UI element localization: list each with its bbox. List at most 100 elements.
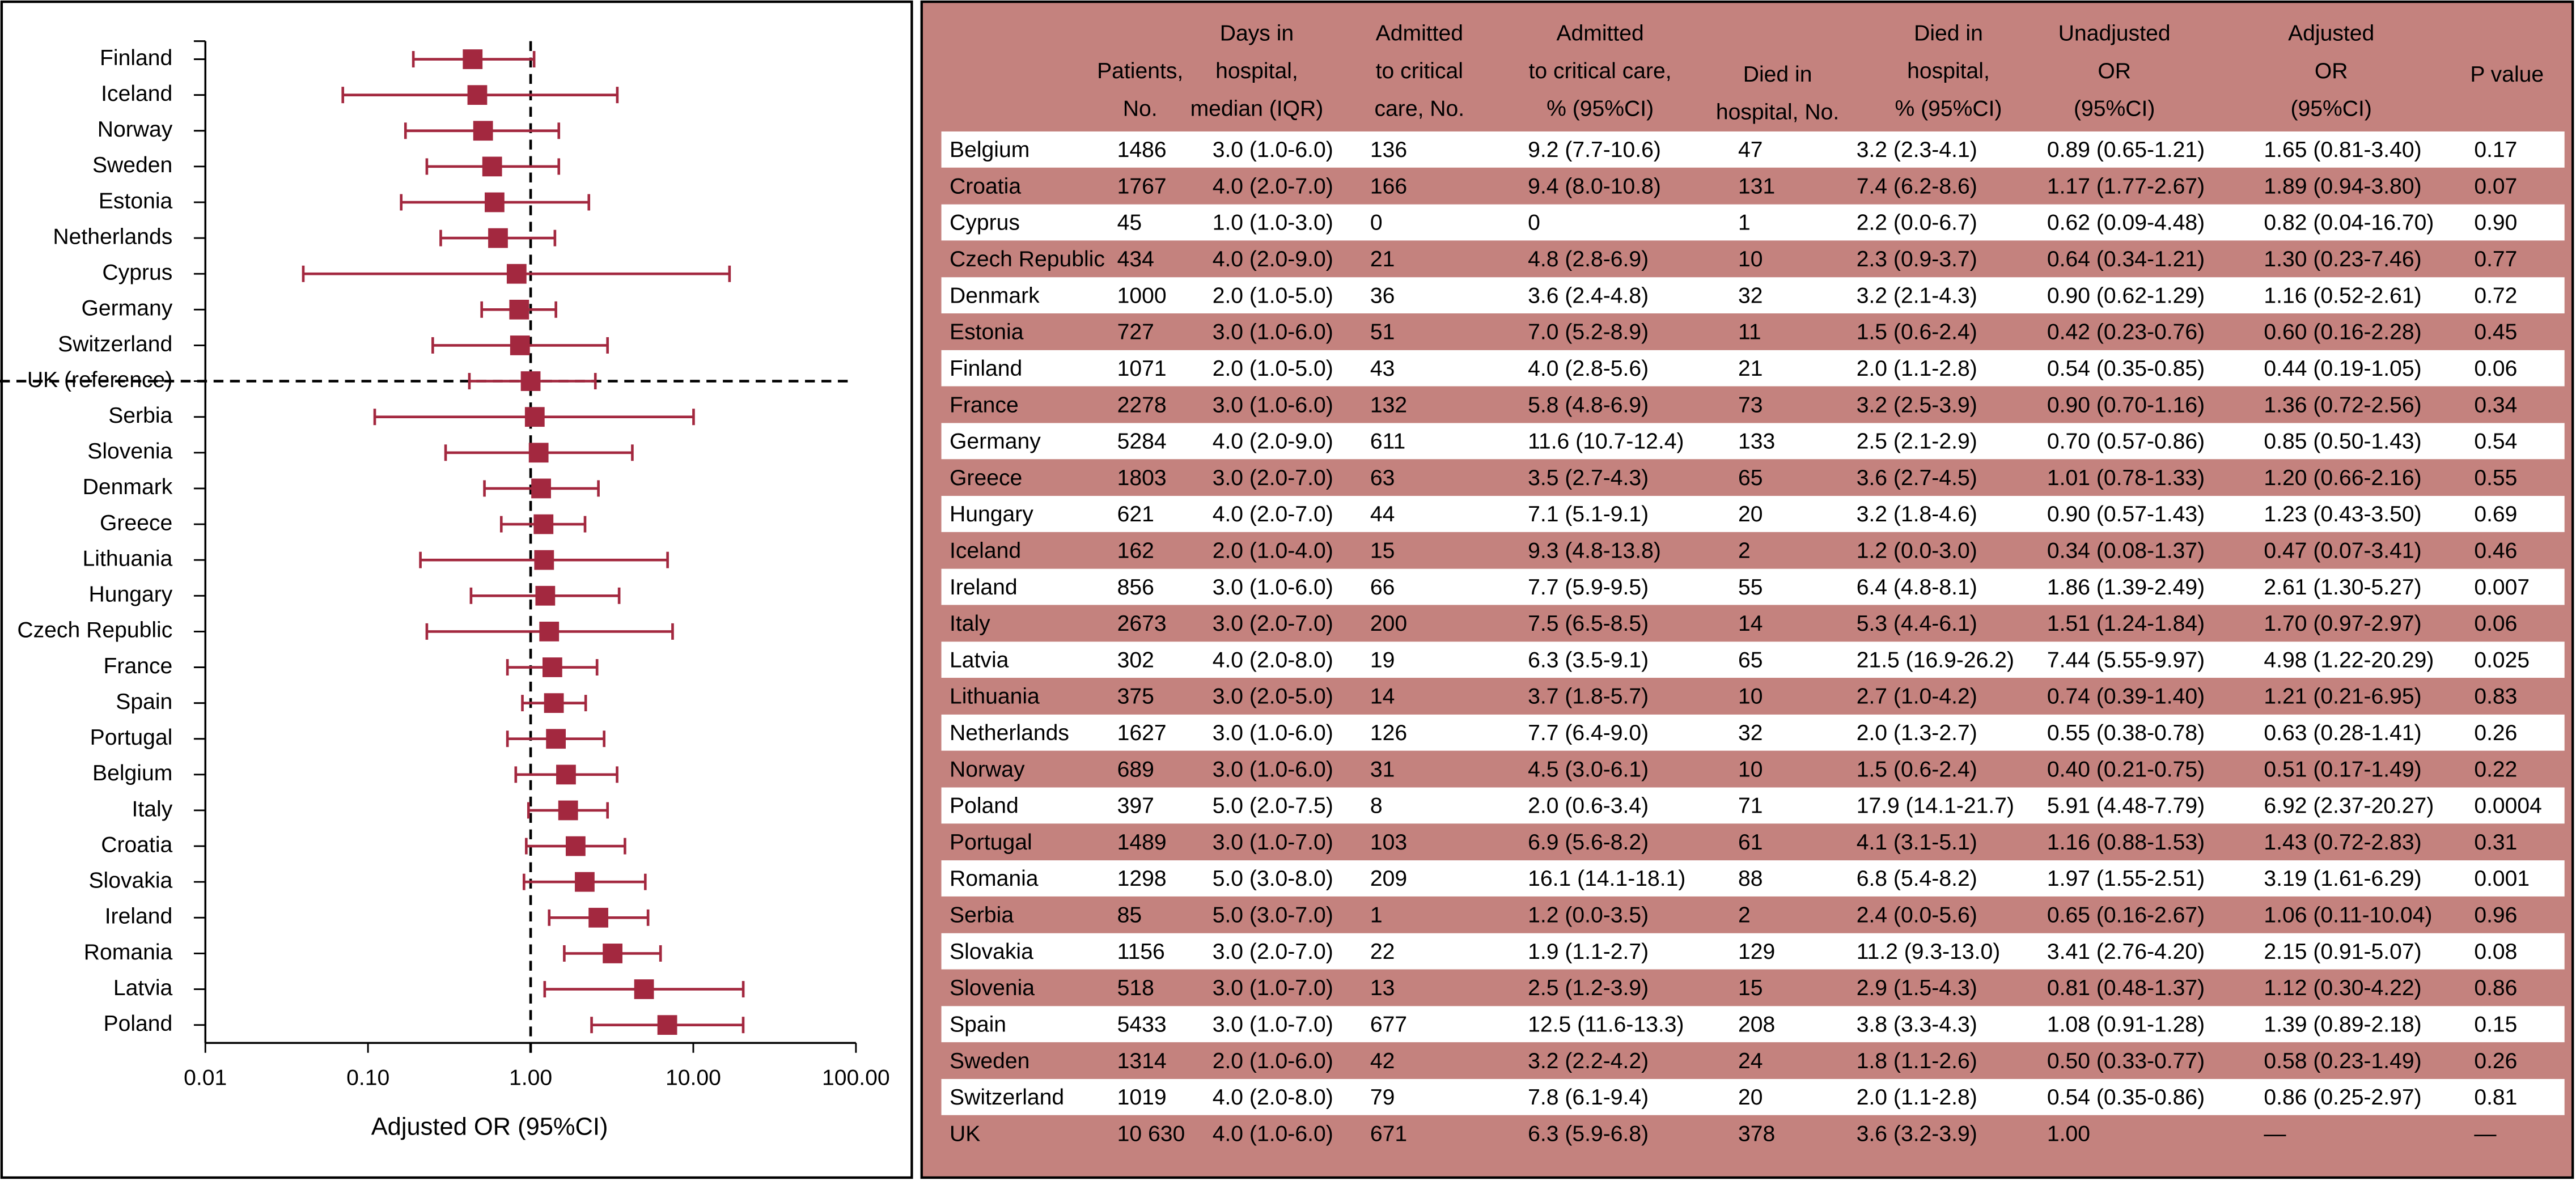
table-cell: 21	[1370, 247, 1395, 271]
table-cell: 133	[1738, 430, 1775, 454]
table-cell: 1.97 (1.55-2.51)	[2047, 866, 2205, 891]
table-cell: 1767	[1117, 174, 1167, 198]
row-header: Latvia	[950, 648, 1009, 672]
table-cell: 126	[1370, 721, 1407, 745]
table-cell: 209	[1370, 866, 1407, 891]
table-cell: 4.0 (2.0-8.0)	[1213, 1085, 1333, 1110]
table-cell: 1.5 (0.6-2.4)	[1857, 757, 1977, 781]
table-cell: 4.0 (2.0-9.0)	[1213, 430, 1333, 454]
table-cell: 2.0 (1.0-4.0)	[1213, 538, 1333, 563]
table-cell: 1	[1370, 903, 1383, 928]
table-cell: 1.51 (1.24-1.84)	[2047, 611, 2205, 636]
y-tick-label: Slovakia	[88, 869, 172, 893]
table-cell: 0.54	[2474, 430, 2517, 454]
table-cell: 3.0 (1.0-6.0)	[1213, 138, 1333, 162]
table-cell: 43	[1370, 356, 1395, 381]
plot-panel	[0, 0, 913, 1179]
y-tick-label: Poland	[104, 1012, 173, 1036]
table-cell: 5284	[1117, 430, 1167, 454]
table-cell: 2.15 (0.91-5.07)	[2264, 940, 2421, 964]
x-axis-label: Adjusted OR (95%CI)	[371, 1114, 608, 1141]
column-header: hospital, No.	[1716, 100, 1839, 124]
table-cell: 0.96	[2474, 903, 2517, 928]
table-cell: 7.5 (6.5-8.5)	[1528, 611, 1649, 636]
x-tick-label: 100.00	[822, 1065, 890, 1090]
table-cell: 4.0 (2.0-9.0)	[1213, 247, 1333, 271]
table-cell: 1489	[1117, 830, 1167, 855]
table-cell: 3.6 (3.2-3.9)	[1857, 1121, 1977, 1146]
table-cell: 2.5 (2.1-2.9)	[1857, 430, 1977, 454]
table-cell: 6.9 (5.6-8.2)	[1528, 830, 1649, 855]
table-cell: 3.0 (1.0-7.0)	[1213, 830, 1333, 855]
table-cell: 0.54 (0.35-0.86)	[2047, 1085, 2205, 1110]
table-cell: 1.17 (1.77-2.67)	[2047, 174, 2205, 198]
table-cell: 0.001	[2474, 866, 2530, 891]
table-cell: 0	[1528, 211, 1540, 235]
table-cell: 1.89 (0.94-3.80)	[2264, 174, 2421, 198]
row-band	[941, 1078, 2565, 1115]
y-tick-label: Estonia	[99, 189, 173, 213]
table-cell: 65	[1738, 466, 1763, 490]
table-cell: 17.9 (14.1-21.7)	[1857, 794, 2014, 818]
table-cell: 7.7 (5.9-9.5)	[1528, 575, 1649, 600]
row-header: France	[950, 393, 1019, 417]
table-cell: 3.8 (3.3-4.3)	[1857, 1012, 1977, 1036]
point-estimate	[657, 1015, 677, 1035]
table-cell: 1298	[1117, 866, 1167, 891]
y-tick-label: Iceland	[101, 82, 172, 106]
table-cell: 166	[1370, 174, 1407, 198]
table-cell: 3.0 (1.0-7.0)	[1213, 1012, 1333, 1036]
y-tick-label: Slovenia	[87, 439, 172, 464]
row-header: Serbia	[950, 903, 1014, 928]
table-cell: 9.3 (4.8-13.8)	[1528, 538, 1661, 563]
point-estimate	[542, 657, 562, 677]
table-cell: 0.85 (0.50-1.43)	[2264, 430, 2421, 454]
y-tick-label: Germany	[81, 296, 172, 321]
y-tick-label: Belgium	[92, 761, 172, 785]
table-cell: 6.92 (2.37-20.27)	[2264, 794, 2434, 818]
table-cell: 8	[1370, 794, 1383, 818]
y-tick-label: Netherlands	[53, 224, 172, 249]
table-cell: 0	[1370, 211, 1383, 235]
table-cell: 0.90 (0.57-1.43)	[2047, 502, 2205, 526]
y-tick-label: Sweden	[92, 153, 172, 177]
column-header: P value	[2470, 62, 2544, 87]
table-cell: 0.90 (0.70-1.16)	[2047, 393, 2205, 417]
column-header: care, No.	[1375, 97, 1465, 121]
row-header: Finland	[950, 356, 1022, 381]
table-cell: 66	[1370, 575, 1395, 600]
y-tick-label: Lithuania	[83, 546, 173, 571]
column-header: Died in	[1743, 62, 1812, 87]
table-cell: 1.5 (0.6-2.4)	[1857, 320, 1977, 345]
table-cell: 65	[1738, 648, 1763, 672]
point-estimate	[463, 49, 483, 69]
table-cell: 0.72	[2474, 283, 2517, 308]
table-cell: 0.86 (0.25-2.97)	[2264, 1085, 2421, 1110]
table-cell: 3.0 (1.0-6.0)	[1213, 757, 1333, 781]
row-header: Sweden	[950, 1049, 1029, 1073]
table-cell: 0.42 (0.23-0.76)	[2047, 320, 2205, 345]
point-estimate	[531, 478, 551, 499]
table-cell: 11.2 (9.3-13.0)	[1857, 940, 2001, 964]
table-cell: 2.61 (1.30-5.27)	[2264, 575, 2421, 600]
row-header: Portugal	[950, 830, 1032, 855]
row-band	[941, 277, 2565, 313]
column-header: Unadjusted	[2058, 21, 2171, 45]
table-cell: 61	[1738, 830, 1763, 855]
table-cell: 3.0 (1.0-6.0)	[1213, 721, 1333, 745]
table-cell: 0.81 (0.48-1.37)	[2047, 976, 2205, 1000]
table-cell: 2.4 (0.0-5.6)	[1857, 903, 1977, 928]
y-tick-label: Switzerland	[58, 332, 172, 356]
column-header: Admitted	[1376, 21, 1463, 45]
table-cell: 15	[1370, 538, 1395, 563]
table-cell: 45	[1117, 211, 1142, 235]
table-cell: 0.77	[2474, 247, 2517, 271]
table-cell: 0.70 (0.57-0.86)	[2047, 430, 2205, 454]
table-cell: 611	[1370, 430, 1405, 454]
table-cell: 6.8 (5.4-8.2)	[1857, 866, 1977, 891]
column-header: median (IQR)	[1190, 97, 1324, 121]
point-estimate	[534, 550, 554, 570]
table-cell: 302	[1117, 648, 1154, 672]
table-cell: 1.12 (0.30-4.22)	[2264, 976, 2421, 1000]
table-cell: 378	[1738, 1121, 1775, 1146]
